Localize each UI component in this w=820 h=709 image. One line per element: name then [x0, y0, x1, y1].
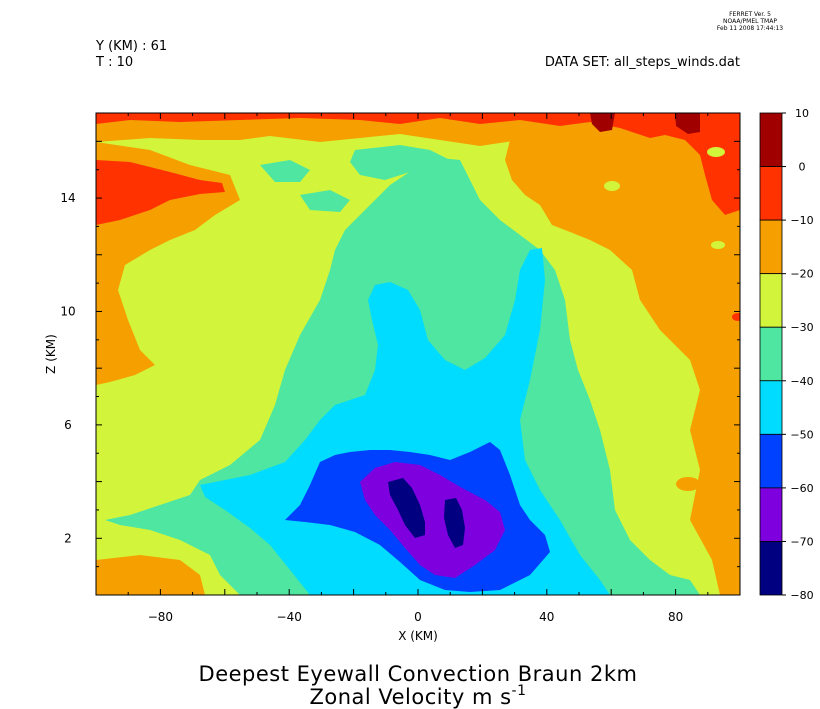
- colorbar-swatch: [759, 380, 783, 435]
- colorbar-swatch: [759, 433, 783, 489]
- band-minus10-right: [665, 113, 740, 215]
- chart-subtitle: Zonal Velocity m s-1: [309, 683, 526, 709]
- colorbar-label: −60: [790, 482, 813, 495]
- x-tick-label: −40: [277, 610, 302, 624]
- x-tick-label: −80: [148, 610, 173, 624]
- dataset-label: DATA SET: all_steps_winds.dat: [545, 55, 740, 70]
- band-minus40-topC: [300, 190, 350, 212]
- band-minus20-right: [505, 113, 740, 595]
- band-minus20-bl: [96, 555, 205, 595]
- y-tick-label: 6: [64, 418, 72, 432]
- contour-field: [96, 113, 740, 595]
- y-slice-label: Y (KM) : 61: [95, 39, 167, 54]
- y-axis: 2 6 10 14: [60, 112, 740, 596]
- colorbar-label: −70: [790, 535, 813, 548]
- band-minus80-a: [388, 478, 425, 538]
- colorbar: 10 0 −10 −20 −30 −40 −50 −60 −70 −80: [759, 107, 814, 602]
- blob-yellow-1: [179, 274, 191, 282]
- subtitle-exponent: -1: [512, 683, 527, 699]
- colorbar-label: −10: [790, 214, 813, 227]
- timestamp-label: Feb 11 2008 17:44:13: [717, 25, 783, 32]
- band-minus40-topB: [260, 160, 310, 182]
- band-minus10-dot: [732, 313, 740, 321]
- blob-yellow-3: [707, 147, 725, 157]
- colorbar-swatch: [759, 166, 783, 221]
- blob-yellow-2: [604, 181, 620, 191]
- x-axis: −80 −40 0 40 80: [95, 113, 741, 624]
- t-slice-label: T : 10: [95, 55, 133, 70]
- org-label: NOAA/PMEL TMAP: [723, 18, 777, 25]
- colorbar-label: −40: [790, 375, 813, 388]
- colorbar-swatch: [759, 219, 783, 275]
- x-tick-label: 0: [414, 610, 422, 624]
- subtitle-text: Zonal Velocity m s: [309, 685, 511, 709]
- colorbar-swatch: [759, 112, 783, 167]
- colorbar-swatch: [759, 273, 783, 328]
- band-minus80-b: [444, 498, 465, 548]
- colorbar-swatch: [759, 326, 783, 382]
- y-tick-label: 10: [60, 304, 75, 318]
- software-label: FERRET Ver. 5: [729, 11, 771, 18]
- y-tick-label: 14: [60, 191, 75, 205]
- band-0-a: [590, 113, 615, 132]
- colorbar-label: −80: [790, 589, 813, 602]
- y-axis-label: Z (KM): [44, 334, 58, 374]
- colorbar-label: −30: [790, 321, 813, 334]
- colorbar-swatch: [759, 541, 783, 596]
- colorbar-label: 0: [799, 161, 806, 174]
- blob-yellow-4: [711, 241, 725, 249]
- band-minus40-topA: [350, 145, 450, 180]
- colorbar-label: 10: [795, 107, 809, 120]
- colorbar-label: −20: [790, 268, 813, 281]
- colorbar-swatch: [759, 487, 783, 542]
- y-tick-label: 2: [64, 531, 72, 545]
- x-tick-label: 40: [539, 610, 554, 624]
- band-minus20-blob: [676, 477, 700, 491]
- band-minus10-top: [96, 113, 740, 152]
- x-tick-label: 80: [668, 610, 683, 624]
- colorbar-label: −50: [790, 428, 813, 441]
- x-axis-label: X (KM): [398, 629, 438, 643]
- chart-title: Deepest Eyewall Convection Braun 2km: [199, 662, 638, 686]
- band-0-b: [675, 113, 700, 134]
- band-minus10-left: [96, 160, 225, 225]
